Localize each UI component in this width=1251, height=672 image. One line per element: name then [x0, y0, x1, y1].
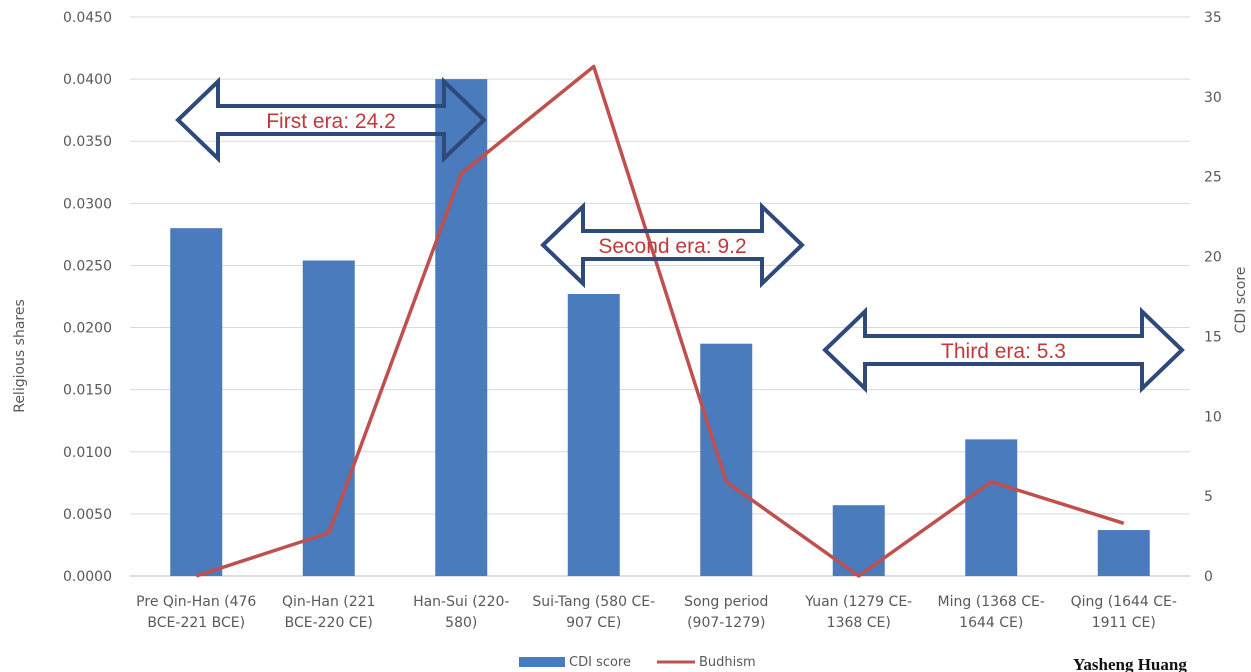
x-tick-label-line: Qing (1644 CE-	[1071, 594, 1177, 610]
y2-tick-label: 10	[1204, 409, 1222, 425]
double-arrow	[822, 306, 1185, 394]
x-tick-label-line: Sui-Tang (580 CE-	[532, 594, 655, 610]
x-tick-label: Qin-Han (221 BCE-220 CE)	[282, 594, 375, 631]
bar	[170, 228, 223, 576]
x-tick-label-line: Han-Sui (220-	[413, 594, 509, 610]
x-tick-label-line: Song period	[684, 594, 768, 610]
bar	[302, 260, 355, 576]
x-tick-label: Pre Qin-Han (476 BCE-221 BCE)	[136, 594, 256, 631]
x-tick-label: Song period (907-1279)	[684, 594, 768, 631]
author-credit: Yasheng Huang	[1073, 655, 1187, 672]
y2-tick-label: 0	[1204, 569, 1213, 585]
y-tick-label: 0.0300	[63, 196, 112, 212]
legend-swatch-cdi	[519, 657, 565, 667]
y-tick-label: 0.0050	[63, 507, 112, 523]
bar	[832, 505, 885, 576]
x-tick-label: Sui-Tang (580 CE- 907 CE)	[532, 594, 655, 631]
x-tick-label: Yuan (1279 CE- 1368 CE)	[804, 594, 912, 631]
era-label: Third era: 5.3	[941, 340, 1066, 363]
line-series	[195, 64, 1125, 578]
era-annotations: First era: 24.2 Second era: 9.2 Third era:…	[175, 76, 1185, 394]
x-tick-label-line: 580)	[445, 615, 477, 631]
era-label: First era: 24.2	[266, 110, 396, 133]
y-tick-label: 0.0100	[63, 445, 112, 461]
y2-tick-label: 5	[1204, 489, 1213, 505]
gridlines	[130, 16, 1190, 577]
x-tick-label: Han-Sui (220- 580)	[413, 594, 509, 631]
x-tick-label-line: BCE-221 BCE)	[147, 615, 245, 631]
x-tick-label: Ming (1368 CE- 1644 CE)	[938, 594, 1045, 631]
x-tick-label-line: 1911 CE)	[1092, 615, 1156, 631]
bar-series	[170, 79, 1150, 576]
bar	[567, 294, 620, 576]
y-tick-label: 0.0450	[63, 10, 112, 26]
y-tick-label: 0.0250	[63, 258, 112, 274]
x-tick-label-line: Pre Qin-Han (476	[136, 594, 256, 610]
x-tick-label-line: BCE-220 CE)	[285, 615, 373, 631]
x-tick-label-line: 1368 CE)	[827, 615, 891, 631]
bar	[1097, 530, 1150, 576]
y-tick-label: 0.0350	[63, 134, 112, 150]
y2-tick-label: 35	[1204, 10, 1222, 26]
y-tick-label: 0.0400	[63, 72, 112, 88]
y-tick-label: 0.0200	[63, 321, 112, 337]
bar	[965, 439, 1018, 576]
y2-tick-label: 20	[1204, 250, 1222, 266]
bar	[700, 343, 753, 576]
bar	[435, 79, 488, 576]
x-tick-label-line: (907-1279)	[687, 615, 765, 631]
y2-axis-title: CDI score	[1233, 267, 1249, 334]
double-arrow	[175, 76, 487, 164]
legend-label-budhism: Budhism	[699, 655, 756, 670]
double-arrow	[540, 201, 805, 289]
legend: CDI score Budhism	[519, 655, 756, 670]
y-tick-label: 0.0000	[63, 569, 112, 585]
x-tick-label-line: Yuan (1279 CE-	[804, 594, 912, 610]
y2-tick-label: 25	[1204, 170, 1222, 186]
line-budhism	[195, 64, 1125, 578]
axes: 0.0000 0.0050 0.0100 0.0150 0.0200 0.0250 0.03…	[63, 10, 1222, 631]
y2-tick-label: 30	[1204, 90, 1222, 106]
y2-tick-label: 15	[1204, 329, 1222, 345]
x-tick-label-line: Qin-Han (221	[282, 594, 375, 610]
x-tick-label-line: Ming (1368 CE-	[938, 594, 1045, 610]
x-tick-label-line: 1644 CE)	[959, 615, 1023, 631]
x-tick-label-line: 907 CE)	[566, 615, 621, 631]
legend-label-cdi: CDI score	[569, 655, 631, 670]
y-axis-title: Religious shares	[12, 299, 28, 413]
era-label: Second era: 9.2	[598, 235, 746, 258]
y-tick-label: 0.0150	[63, 383, 112, 399]
x-tick-label: Qing (1644 CE- 1911 CE)	[1071, 594, 1177, 631]
